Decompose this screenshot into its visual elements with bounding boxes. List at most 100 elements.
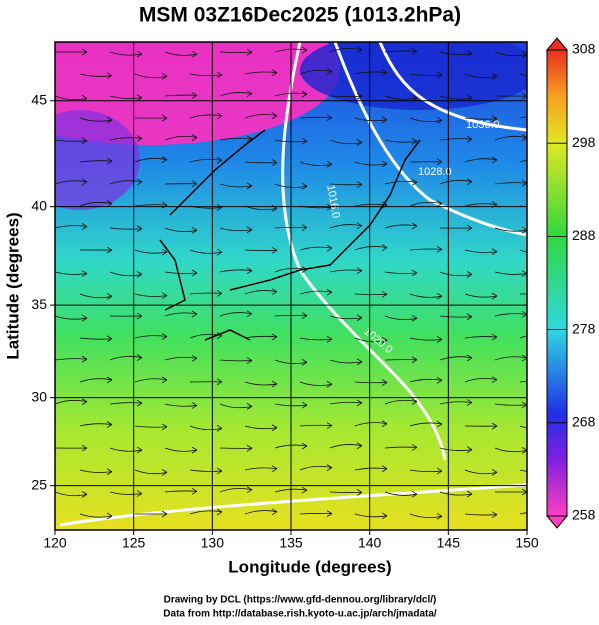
- streamline: [164, 447, 198, 452]
- streamline: [109, 95, 143, 99]
- stream-arrow: [271, 380, 278, 388]
- stream-arrow: [491, 156, 498, 164]
- stream-arrow: [271, 112, 278, 120]
- stream-arrow: [106, 293, 113, 300]
- streamline: [134, 378, 168, 383]
- streamline: [299, 69, 333, 75]
- stream-arrow: [411, 444, 418, 451]
- streamline: [109, 491, 143, 495]
- streamline: [354, 203, 388, 207]
- stream-arrow: [106, 512, 113, 520]
- x-tick-label: 130: [201, 535, 225, 551]
- streamline: [109, 271, 143, 277]
- streamline: [299, 513, 333, 515]
- y-tick-label: 35: [31, 296, 47, 312]
- stream-arrow: [191, 446, 198, 454]
- stream-arrow: [301, 90, 308, 98]
- streamline: [329, 183, 363, 186]
- streamline: [439, 95, 473, 100]
- stream-arrow: [191, 487, 198, 495]
- stream-arrow: [216, 332, 223, 339]
- stream-arrow: [326, 288, 333, 296]
- stream-arrow: [301, 312, 308, 319]
- streamline: [55, 225, 88, 229]
- stream-arrow: [521, 92, 527, 100]
- streamline: [464, 336, 498, 339]
- streamline: [109, 137, 143, 141]
- stream-arrow: [411, 222, 418, 230]
- stream-arrow: [411, 356, 418, 364]
- stream-arrow: [326, 422, 333, 429]
- stream-arrow: [216, 156, 223, 164]
- cold-area: [55, 110, 140, 210]
- streamline: [164, 51, 198, 56]
- stream-arrow: [136, 312, 143, 320]
- streamline: [299, 465, 333, 471]
- stream-arrow: [81, 314, 88, 322]
- stream-arrow: [436, 71, 443, 79]
- streamline: [55, 139, 88, 142]
- stream-arrow: [466, 50, 473, 57]
- field: [55, 42, 527, 530]
- streamline: [464, 117, 498, 120]
- stream-arrow: [466, 135, 473, 143]
- streamline: [494, 51, 527, 57]
- streamline: [79, 423, 113, 427]
- streamline: [244, 467, 278, 471]
- streamline: [329, 491, 363, 493]
- stream-arrow: [466, 446, 473, 453]
- streamline: [354, 381, 388, 384]
- streamline: [109, 227, 143, 230]
- streamline: [439, 401, 473, 405]
- stream-arrow: [81, 355, 88, 363]
- streamline: [354, 513, 388, 518]
- streamline: [464, 377, 498, 383]
- stream-arrow: [411, 178, 418, 186]
- streamline: [189, 469, 223, 472]
- stream-arrow: [271, 69, 278, 77]
- stream-arrow: [161, 156, 168, 163]
- stream-arrow: [466, 271, 473, 278]
- streamline: [494, 227, 527, 232]
- stream-arrow: [216, 508, 223, 516]
- stream-arrow: [301, 182, 308, 190]
- streamline: [189, 73, 223, 77]
- stream-arrow: [301, 401, 308, 409]
- stream-arrow: [136, 135, 143, 142]
- streamline: [244, 71, 278, 75]
- streamline: [219, 403, 253, 409]
- streamline: [329, 401, 363, 405]
- streamline: [219, 227, 253, 232]
- stream-arrow: [411, 47, 418, 55]
- stream-arrow: [381, 379, 388, 386]
- stream-arrow: [521, 488, 527, 496]
- streamline: [519, 469, 527, 472]
- streamline: [134, 425, 168, 428]
- stream-arrow: [466, 178, 473, 185]
- stream-arrow: [356, 442, 363, 450]
- stream-arrow: [271, 333, 278, 341]
- streamline: [464, 158, 498, 163]
- streamline: [329, 444, 363, 449]
- stream-arrow: [436, 512, 443, 520]
- stream-arrow: [301, 46, 308, 54]
- streamline: [55, 491, 88, 497]
- streamline: [494, 271, 527, 275]
- streamline: [409, 117, 443, 123]
- streamline: [299, 116, 333, 119]
- colorbar-tick-label: 298: [572, 134, 596, 150]
- stream-arrow: [381, 465, 388, 473]
- streamline: [384, 315, 418, 321]
- streamline: [164, 94, 198, 97]
- stream-arrow: [466, 399, 473, 406]
- stream-arrow: [411, 490, 418, 498]
- streamline: [384, 271, 418, 274]
- streamline: [384, 491, 418, 496]
- streamline: [164, 227, 198, 233]
- streamline: [79, 201, 113, 207]
- stream-arrow: [356, 139, 363, 146]
- stream-arrow: [521, 179, 527, 187]
- stream-arrow: [136, 178, 143, 186]
- streamline: [409, 293, 443, 298]
